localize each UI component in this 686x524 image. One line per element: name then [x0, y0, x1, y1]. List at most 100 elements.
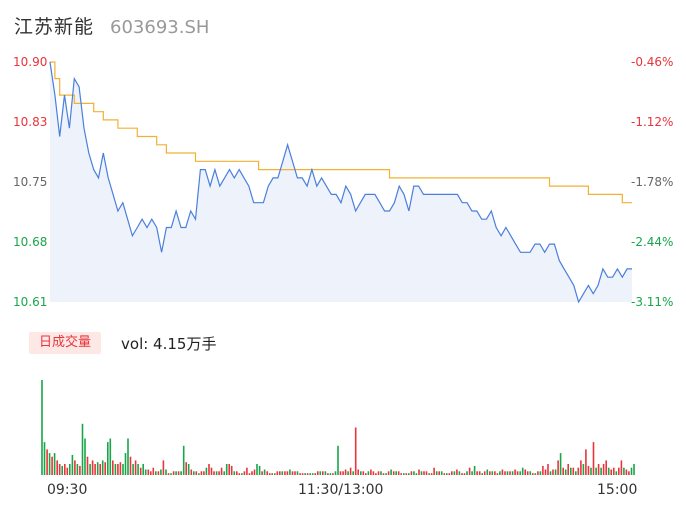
volume-bar: [620, 460, 623, 475]
volume-bar: [286, 471, 289, 475]
volume-bar: [567, 464, 569, 475]
volume-bar: [491, 471, 494, 475]
volume-bar: [58, 464, 61, 475]
volume-bar: [271, 473, 273, 475]
volume-bar: [534, 473, 537, 475]
volume-bar: [605, 460, 607, 475]
volume-bar: [324, 471, 327, 475]
volume-bar: [506, 471, 509, 475]
volume-bar: [165, 469, 167, 475]
volume-bar: [623, 467, 625, 475]
volume-bar: [440, 471, 443, 475]
volume-bar: [382, 473, 385, 475]
volume-bar: [542, 465, 544, 475]
volume-bar: [519, 471, 521, 475]
volume-bar: [451, 471, 453, 475]
volume-bar: [365, 473, 367, 475]
volume-bar: [180, 471, 182, 475]
volume-bar: [51, 456, 53, 475]
volume-bar: [230, 465, 233, 475]
volume-bar: [139, 467, 142, 475]
volume-bar: [81, 423, 84, 475]
volume-bar: [425, 471, 428, 475]
volume-bar: [86, 456, 89, 475]
volume-bar: [413, 471, 415, 475]
volume-bar: [433, 467, 435, 475]
volume-bar: [582, 464, 585, 475]
volume-bar: [147, 469, 150, 475]
volume-bar: [349, 467, 352, 475]
volume-bar: [539, 471, 542, 475]
volume-bar: [56, 460, 58, 475]
volume-bar: [392, 471, 395, 475]
volume-bar: [256, 464, 258, 475]
volume-bar: [357, 469, 359, 475]
volume-bar: [514, 469, 516, 475]
volume-bar: [532, 473, 534, 475]
volume-bar: [408, 473, 410, 475]
volume-bar: [89, 464, 91, 475]
volume-bar: [276, 471, 279, 475]
volume-bar: [390, 469, 392, 475]
pct-label-upper: -1.12%: [631, 115, 674, 129]
volume-bar: [615, 471, 618, 475]
volume-bar: [309, 473, 311, 475]
stock-code: 603693.SH: [110, 17, 210, 38]
volume-bar: [279, 471, 281, 475]
volume-bar: [225, 464, 228, 475]
volume-bar: [46, 449, 48, 475]
volume-bar: [446, 473, 448, 475]
volume-bar: [200, 471, 203, 475]
volume-bar: [61, 465, 63, 475]
volume-bar: [137, 464, 139, 475]
volume-bar: [155, 471, 157, 475]
volume-bar: [190, 469, 193, 475]
volume-bar: [377, 471, 380, 475]
volume-bar: [253, 469, 256, 475]
volume-bar: [570, 467, 572, 475]
volume-bar: [496, 473, 499, 475]
volume-bar: [170, 473, 172, 475]
volume-bar: [585, 449, 587, 475]
volume-bar: [337, 445, 339, 475]
volume-bar: [380, 471, 382, 475]
volume-bar: [41, 380, 43, 475]
volume-bar: [251, 471, 253, 475]
price-area-fill: [50, 62, 632, 302]
volume-bar: [218, 471, 220, 475]
volume-bar: [172, 471, 175, 475]
volume-bar: [317, 471, 319, 475]
volume-bar: [415, 473, 418, 475]
volume-bar: [129, 456, 132, 475]
volume-bar: [443, 473, 446, 475]
volume-bar: [597, 464, 600, 475]
volume-bar: [590, 467, 592, 475]
volume-bar: [261, 471, 263, 475]
volume-bar: [122, 464, 124, 475]
volume-bar: [258, 465, 261, 475]
daily-volume-badge[interactable]: 日成交量: [29, 332, 102, 354]
volume-bar: [347, 471, 349, 475]
volume-bar: [84, 438, 86, 475]
volume-bar: [362, 471, 365, 475]
volume-bar: [595, 467, 597, 475]
volume-bar: [468, 467, 471, 475]
volume-bar: [370, 469, 372, 475]
volume-bar: [521, 467, 524, 475]
volume-bar: [549, 471, 552, 475]
volume-bar: [205, 467, 208, 475]
volume-bar: [134, 460, 137, 475]
volume-bars: [41, 380, 635, 475]
volume-bar: [486, 469, 489, 475]
volume-bar: [577, 467, 580, 475]
volume-bar: [243, 471, 246, 475]
volume-bar: [327, 473, 329, 475]
volume-bar: [554, 469, 557, 475]
price-label-min: 10.61: [13, 295, 48, 309]
volume-bar: [124, 453, 127, 475]
volume-bar: [142, 464, 144, 475]
volume-bar: [160, 469, 162, 475]
volume-bar: [544, 469, 547, 475]
volume-bar: [466, 471, 468, 475]
